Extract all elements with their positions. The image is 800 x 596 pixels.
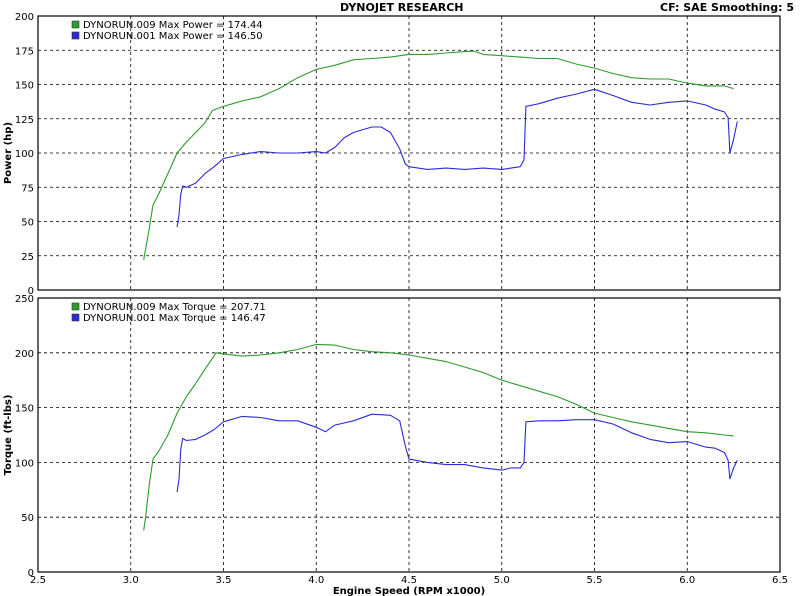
torque-legend-swatch: [71, 313, 80, 322]
power-y-tick-label: 50: [21, 218, 34, 229]
power-y-tick-label: 0: [28, 286, 34, 297]
power-y-axis-label: Power (hp): [3, 122, 14, 184]
torque-plot-frame: [37, 297, 781, 573]
torque-y-tick-label: 200: [15, 349, 34, 360]
torque-x-tick-label: 5.5: [587, 575, 603, 586]
power-legend-label: DYNORUN.009 Max Power = 174.44: [83, 20, 263, 31]
torque-x-tick-label: 3.5: [216, 575, 232, 586]
torque-legend-label: DYNORUN.001 Max Torque = 146.47: [83, 313, 266, 324]
power-y-tick-label: 200: [15, 12, 34, 23]
torque-x-tick-label: 2.5: [30, 575, 46, 586]
torque-x-tick-label: 4.5: [401, 575, 417, 586]
chart-header-title: DYNOJET RESEARCH: [340, 1, 464, 14]
torque-x-tick-label: 6.0: [679, 575, 695, 586]
torque-series-dynorun-001: [176, 413, 738, 493]
power-legend-swatch: [71, 20, 80, 29]
torque-x-tick-label: 3.0: [123, 575, 139, 586]
power-y-tick-label: 100: [15, 149, 34, 160]
torque-y-tick-label: 50: [21, 513, 34, 524]
torque-legend-label: DYNORUN.009 Max Torque = 207.71: [83, 302, 266, 313]
torque-x-tick-label: 5.0: [494, 575, 510, 586]
power-y-tick-label: 25: [21, 252, 34, 263]
power-series-dynorun-001: [176, 88, 738, 228]
torque-legend-swatch: [71, 302, 80, 311]
torque-x-tick-label: 4.0: [308, 575, 324, 586]
power-legend-label: DYNORUN.001 Max Power = 146.50: [83, 31, 263, 42]
power-legend-swatch: [71, 31, 80, 40]
power-y-tick-label: 75: [21, 183, 34, 194]
torque-series-dynorun-009: [143, 343, 734, 531]
correction-factor-info: CF: SAE Smoothing: 5: [660, 1, 794, 14]
power-y-tick-label: 150: [15, 81, 34, 92]
torque-y-tick-label: 150: [15, 404, 34, 415]
torque-x-tick-label: 6.5: [772, 575, 788, 586]
power-y-tick-label: 125: [15, 115, 34, 126]
torque-y-tick-label: 100: [15, 458, 34, 469]
torque-x-axis-label: Engine Speed (RPM x1000): [333, 586, 485, 596]
power-series-dynorun-009: [143, 50, 734, 260]
torque-y-tick-label: 250: [15, 294, 34, 305]
power-y-tick-label: 175: [15, 46, 34, 57]
torque-y-tick-label: 0: [28, 568, 34, 579]
torque-y-axis-label: Torque (ft-lbs): [3, 395, 14, 476]
